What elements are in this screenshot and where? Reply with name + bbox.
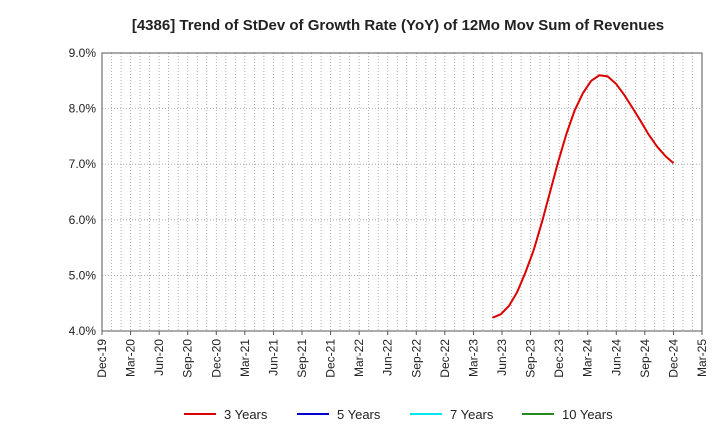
x-tick-label: Mar-23 [466, 339, 480, 377]
legend-label: 7 Years [450, 407, 494, 422]
x-tick-label: Jun-23 [495, 339, 509, 376]
x-tick-label: Dec-19 [95, 339, 109, 378]
y-tick-label: 8.0% [69, 102, 97, 116]
x-tick-label: Jun-21 [266, 339, 280, 376]
legend-label: 10 Years [562, 407, 613, 422]
y-tick-label: 6.0% [69, 213, 97, 227]
x-tick-label: Mar-24 [581, 339, 595, 377]
axis-layer: 4.0% 5.0% 6.0% 7.0% 8.0% 9.0% Dec-19 Mar-20 Jun-… [69, 46, 709, 378]
x-tick-label: Sep-23 [524, 339, 538, 378]
x-tick-label: Mar-25 [695, 339, 709, 377]
x-tick-label: Jun-22 [381, 339, 395, 376]
legend: 3 Years 5 Years 7 Years 10 Years [184, 407, 613, 422]
x-tick-label: Jun-20 [152, 339, 166, 376]
x-tick-label: Mar-20 [124, 339, 138, 377]
x-tick-label: Mar-21 [238, 339, 252, 377]
legend-label: 3 Years [224, 407, 268, 422]
x-tick-label: Sep-20 [181, 339, 195, 378]
x-tick-label: Jun-24 [609, 339, 623, 376]
x-tick-label: Sep-24 [638, 339, 652, 378]
chart-title: [4386] Trend of StDev of Growth Rate (Yo… [132, 17, 664, 34]
x-tick-label: Dec-22 [438, 339, 452, 378]
y-tick-label: 5.0% [69, 268, 97, 282]
x-tick-label: Dec-21 [324, 339, 338, 378]
x-tick-label: Sep-22 [409, 339, 423, 378]
grid-layer [102, 53, 702, 331]
x-tick-label: Mar-22 [352, 339, 366, 377]
plot-frame [101, 52, 703, 332]
x-tick-label: Dec-20 [209, 339, 223, 378]
x-tick-label: Dec-24 [666, 339, 680, 378]
legend-label: 5 Years [337, 407, 381, 422]
y-tick-label: 4.0% [69, 324, 97, 338]
series-line-3-years [492, 74, 675, 319]
x-tick-label: Sep-21 [295, 339, 309, 378]
y-tick-label: 7.0% [69, 157, 97, 171]
series-layer [492, 74, 675, 319]
y-tick-label: 9.0% [69, 46, 97, 60]
x-tick-label: Dec-23 [552, 339, 566, 378]
